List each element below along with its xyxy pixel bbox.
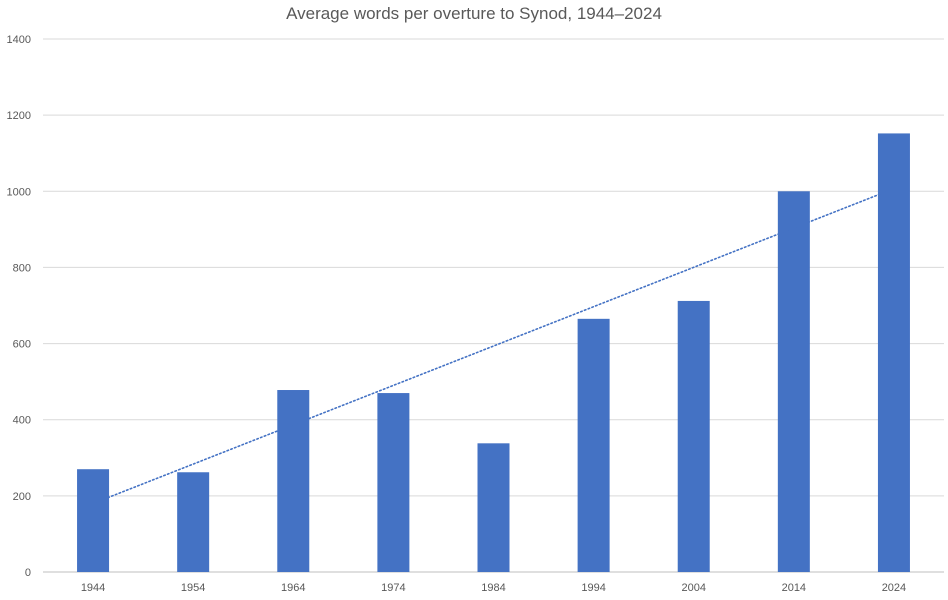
x-axis: 1944 1954 1964 1974 1984 1994 2004 2014 2024 — [81, 582, 906, 594]
bar-series — [77, 133, 910, 573]
bar-2014 — [777, 191, 810, 573]
y-tick-label: 200 — [13, 491, 31, 503]
bar-1974 — [377, 393, 410, 572]
x-tick-label: 1974 — [381, 582, 405, 594]
trendline — [92, 187, 895, 505]
y-tick-label: 0 — [25, 567, 31, 579]
x-tick-label: 2004 — [681, 582, 705, 594]
bar-1944 — [77, 469, 110, 572]
bar-1964 — [277, 390, 310, 572]
y-tick-label: 1200 — [7, 110, 31, 122]
bar-1954 — [177, 472, 210, 572]
bar-2024 — [877, 133, 910, 572]
y-tick-label: 1400 — [7, 34, 31, 46]
x-tick-label: 1964 — [281, 582, 305, 594]
x-tick-label: 1984 — [481, 582, 505, 594]
bar-1994 — [577, 318, 610, 572]
y-tick-label: 400 — [13, 415, 31, 427]
y-tick-label: 1000 — [7, 186, 31, 198]
bar-1984 — [477, 443, 510, 572]
x-tick-label: 2024 — [882, 582, 906, 594]
x-tick-label: 1954 — [181, 582, 205, 594]
chart-title: Average words per overture to Synod, 194… — [286, 4, 662, 23]
x-tick-label: 1944 — [81, 582, 105, 594]
x-tick-label: 1994 — [581, 582, 605, 594]
y-tick-label: 600 — [13, 339, 31, 351]
x-tick-label: 2014 — [782, 582, 806, 594]
trendline-layer — [92, 187, 895, 505]
y-tick-label: 800 — [13, 262, 31, 274]
y-axis: 0 200 400 600 800 1000 1200 1400 — [7, 34, 31, 579]
bar-2004 — [677, 300, 710, 572]
